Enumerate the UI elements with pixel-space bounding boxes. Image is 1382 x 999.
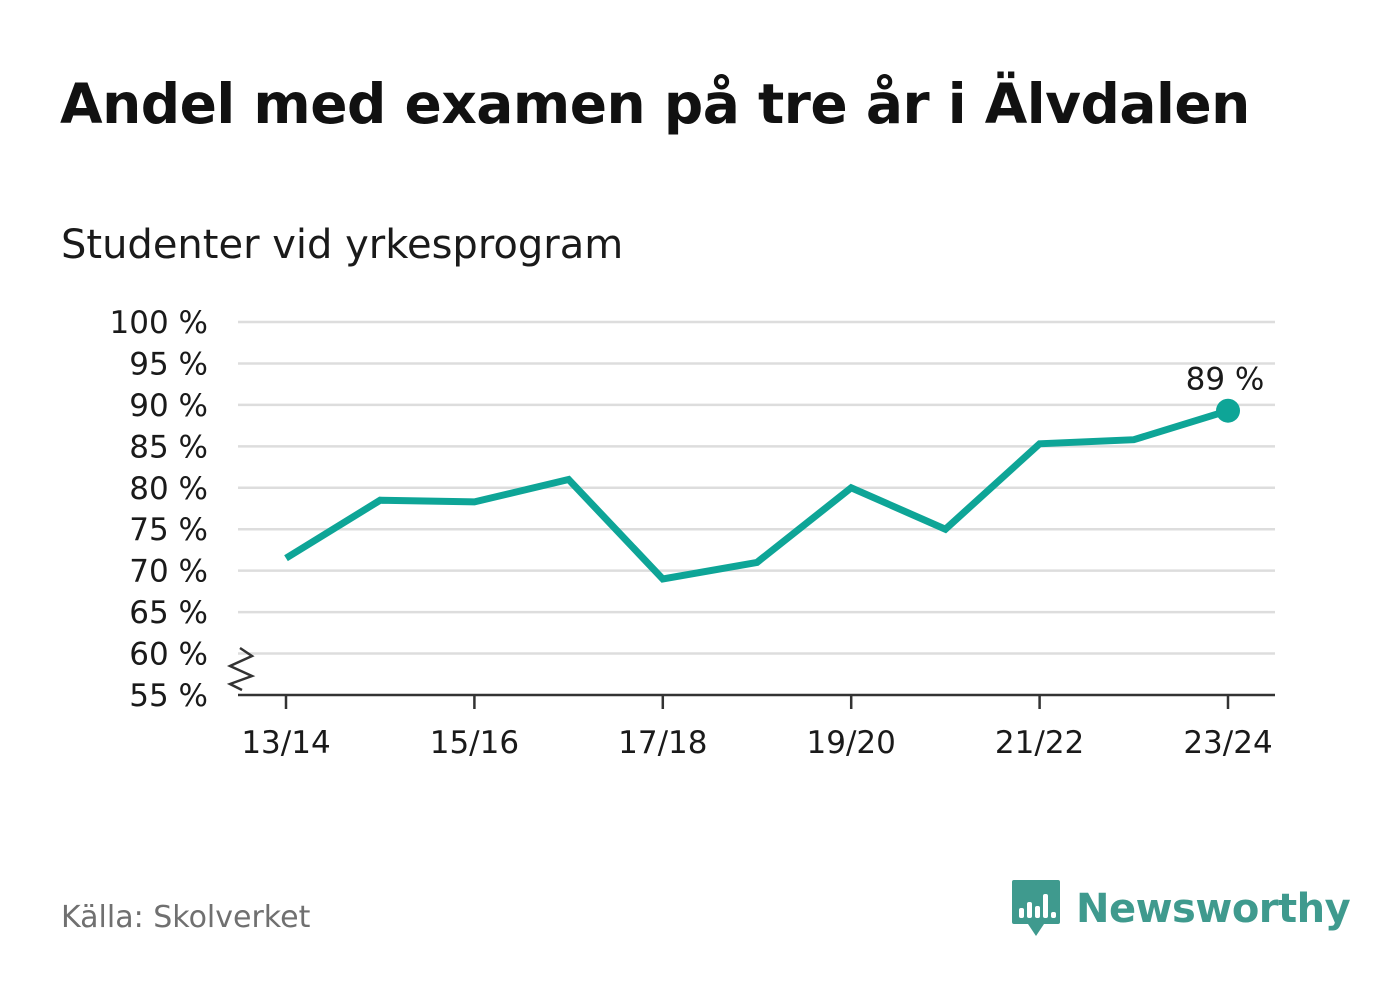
x-tick-label: 13/14 <box>241 725 330 761</box>
y-tick-label: 60 % <box>129 637 208 673</box>
x-tick-label: 19/20 <box>807 725 896 761</box>
y-tick-label: 85 % <box>129 429 208 465</box>
y-tick-label: 80 % <box>129 471 208 507</box>
chart-title: Andel med examen på tre år i Älvdalen <box>60 72 1250 136</box>
last-value-label: 89 % <box>1186 362 1265 398</box>
bar-chart-speech-bubble-icon <box>1012 880 1060 936</box>
x-tick-label: 23/24 <box>1183 725 1272 761</box>
x-tick-label: 15/16 <box>430 725 519 761</box>
x-tick-label: 21/22 <box>995 725 1084 761</box>
series-layer: 89 % <box>284 362 1265 583</box>
source-label: Källa: Skolverket <box>61 900 311 935</box>
y-tick-label: 65 % <box>129 595 208 631</box>
series-line <box>284 407 1230 583</box>
y-tick-label: 75 % <box>129 512 208 548</box>
axis-break-icon <box>226 646 256 692</box>
chart-subtitle: Studenter vid yrkesprogram <box>61 222 624 268</box>
last-data-point <box>1216 398 1240 423</box>
x-axis <box>238 693 1275 709</box>
y-axis-tick-labels: 55 % 60 % 65 % 70 % 75 % 80 % 85 % 90 % 95 % 100 … <box>110 305 208 714</box>
brand-name: Newsworthy <box>1076 886 1351 932</box>
y-tick-label: 90 % <box>129 388 208 424</box>
newsworthy-logo: Newsworthy <box>1010 878 1351 940</box>
x-tick-label: 17/18 <box>618 725 707 761</box>
gridlines <box>238 320 1275 655</box>
y-tick-label: 55 % <box>129 678 208 714</box>
y-tick-label: 100 % <box>110 305 208 341</box>
axis-break-zigzag <box>226 646 256 692</box>
y-tick-label: 70 % <box>129 554 208 590</box>
x-axis-tick-labels: 13/14 15/16 17/18 19/20 21/22 23/24 <box>241 725 1272 761</box>
y-tick-label: 95 % <box>129 346 208 382</box>
